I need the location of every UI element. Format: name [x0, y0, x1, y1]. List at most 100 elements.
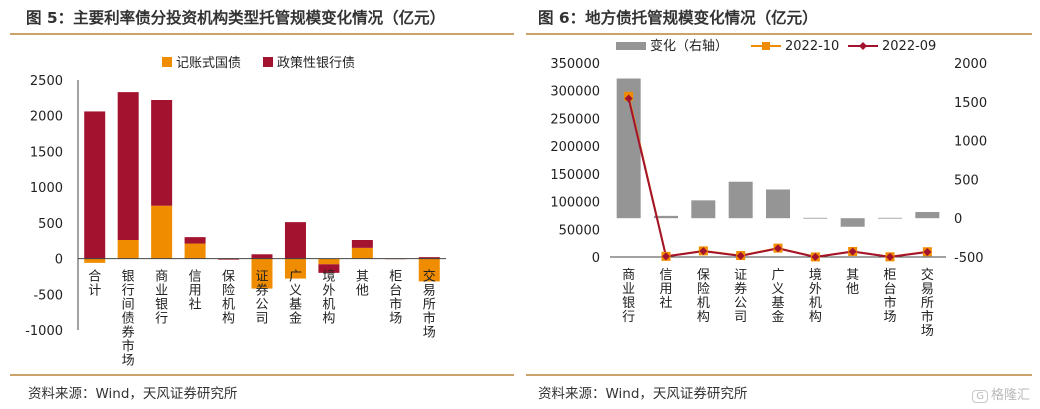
legend-bar-label: 变化（右轴）: [650, 38, 728, 54]
x-tick-label-6-char: 广: [289, 270, 302, 285]
x-tick-label-5-char: 构: [809, 310, 822, 325]
x-tick-label-10-char: 交: [423, 269, 436, 285]
marker-2022-09-0: [624, 94, 633, 103]
marker-2022-09-6: [848, 247, 857, 256]
line-2022-10: [627, 96, 928, 258]
x-tick-label-0-char: 计: [88, 284, 101, 299]
y-right-tick-label: 500: [954, 173, 979, 188]
x-tick-label-8-char: 其: [356, 270, 369, 285]
bar-change-3: [728, 181, 753, 219]
y-tick-label: -1000: [25, 324, 63, 339]
figure5-panel: 图 5：主要利率债分投资机构类型托管规模变化情况（亿元） 记账式国债 政策性银行债…: [0, 0, 514, 409]
y-right-tick-label: -500: [954, 251, 984, 266]
figure6-bottom-rule: [526, 374, 1032, 376]
x-tick-label-0-char: 业: [622, 282, 635, 297]
bar-0-0: [84, 258, 106, 263]
bar-0-1: [117, 240, 139, 259]
marker-2022-09-3: [736, 251, 745, 260]
x-tick-label-8-char: 易: [921, 282, 934, 297]
x-tick-label-4-char: 保: [222, 270, 235, 285]
x-tick-label-3-char: 公: [734, 296, 747, 311]
x-tick-label-8-char: 场: [921, 324, 934, 339]
x-tick-label-6-char: 金: [289, 311, 302, 327]
y-left-tick-label: 0: [592, 251, 600, 266]
x-tick-label-6-char: 基: [289, 298, 302, 313]
x-tick-label-10-char: 易: [423, 284, 436, 299]
x-tick-label-3-char: 司: [734, 310, 747, 325]
bar-change-5: [803, 217, 828, 219]
y-left-tick-label: 350000: [550, 57, 600, 72]
figure6-top-rule: [526, 33, 1032, 35]
y-right-tick-label: 0: [954, 212, 962, 227]
x-tick-label-5-char: 境: [809, 268, 822, 283]
x-tick-label-1-char: 社: [659, 295, 672, 311]
y-left-tick-label: 250000: [550, 112, 600, 127]
figure5-top-rule: [10, 33, 514, 35]
bar-change-6: [840, 218, 865, 227]
x-tick-label-4-char: 广: [771, 268, 784, 283]
y-left-tick-label: 100000: [550, 196, 600, 211]
legend-line1-label: 2022-10: [785, 39, 839, 54]
x-tick-label-1-char: 间: [122, 298, 135, 313]
x-tick-label-8-char: 交: [921, 267, 934, 283]
x-tick-label-2-char: 银: [155, 298, 168, 313]
x-tick-label-9-char: 台: [389, 284, 402, 299]
x-tick-label-9-char: 场: [389, 312, 402, 327]
watermark-logo-icon: G: [972, 390, 988, 403]
bar-0-2: [151, 205, 173, 259]
line-2022-09: [627, 98, 928, 258]
figure6-panel: 图 6：地方债托管规模变化情况（亿元） 变化（右轴） 2022-10 2022-09…: [526, 0, 1040, 409]
figure6-title: 图 6：地方债托管规模变化情况（亿元）: [538, 9, 818, 27]
marker-2022-09-8: [923, 248, 932, 257]
x-tick-label-2-char: 业: [155, 284, 168, 299]
y-left-tick-label: 50000: [559, 223, 600, 238]
x-tick-label-0: 合计: [88, 270, 101, 299]
bar-1-7: [318, 264, 340, 273]
legend-line2-label: 2022-09: [882, 39, 936, 54]
bar-1-6: [284, 222, 306, 259]
x-tick-label-4-char: 险: [222, 284, 235, 299]
figure5-title: 图 5：主要利率债分投资机构类型托管规模变化情况（亿元）: [26, 9, 446, 27]
x-tick-label-0-char: 行: [622, 310, 635, 325]
x-tick-label-6-char: 他: [846, 282, 859, 297]
x-tick-label-4-char: 基: [771, 296, 784, 311]
marker-2022-09-5: [811, 252, 820, 261]
x-tick-label-1-char: 信: [659, 268, 672, 283]
y-tick-label: 500: [38, 217, 63, 232]
x-tick-label-1-char: 场: [122, 354, 135, 369]
y-tick-label: 2500: [30, 74, 63, 89]
legend-swatch-1: [263, 57, 273, 67]
bar-change-7: [878, 217, 902, 219]
y-left-tick-label: 300000: [550, 85, 600, 100]
y-right-tick-label: 1000: [954, 135, 987, 150]
bar-1-4: [218, 258, 240, 260]
x-tick-label-2-char: 保: [697, 268, 710, 283]
x-tick-label-8-char: 他: [356, 284, 369, 299]
legend-label-0: 记账式国债: [176, 56, 241, 71]
x-tick-label-4-char: 机: [222, 298, 235, 313]
y-right-tick-label: 2000: [954, 57, 987, 72]
bar-change-1: [654, 215, 678, 219]
x-tick-label-7-char: 外: [322, 284, 335, 299]
x-tick-label-7-char: 构: [322, 312, 335, 327]
y-right-tick-label: 1500: [954, 96, 987, 111]
x-tick-label-5-char: 外: [809, 282, 822, 297]
bar-0-8: [351, 247, 373, 259]
x-tick-label-2-char: 险: [697, 282, 710, 297]
bar-1-5: [251, 254, 273, 259]
x-tick-label-3-char: 券: [734, 281, 747, 297]
y-tick-label: 1500: [30, 145, 63, 160]
figure5-bottom-rule: [10, 374, 514, 376]
x-tick-label-6-char: 其: [846, 268, 859, 283]
bar-0-7: [318, 258, 340, 265]
x-tick-label-5-char: 司: [255, 312, 268, 327]
x-tick-label-3-char: 社: [189, 297, 202, 313]
x-tick-label-8-char: 市: [921, 309, 934, 325]
